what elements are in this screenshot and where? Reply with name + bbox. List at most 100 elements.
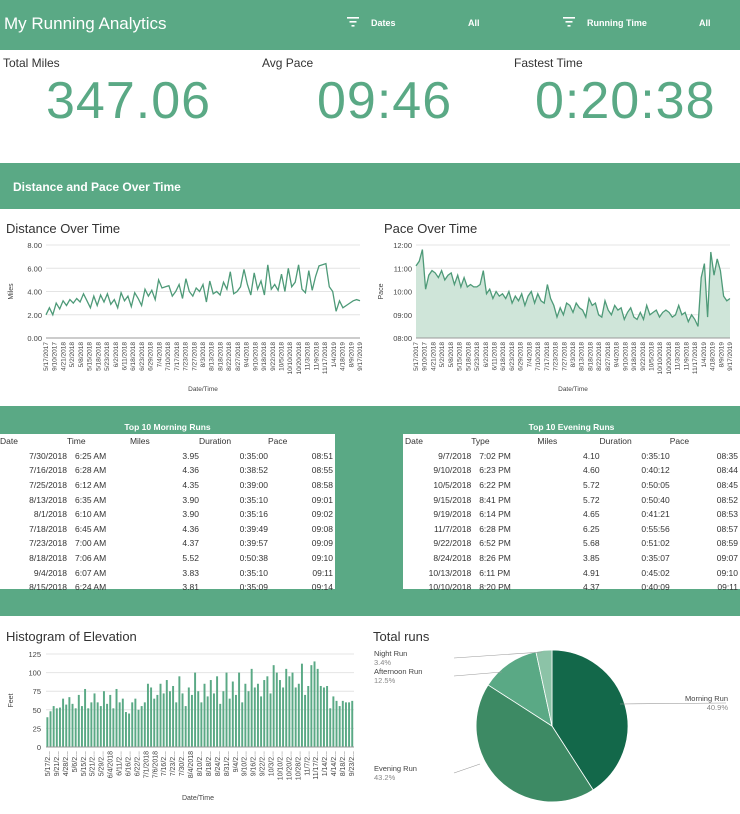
histogram-bar <box>65 704 68 747</box>
table-cell: 6:52 PM <box>479 538 511 549</box>
x-tick-label: 6/23/2018 <box>509 342 516 371</box>
table-row[interactable]: 8/1/2018 6:10 AM 3.90 0:35:16 09:02 <box>0 507 335 522</box>
x-tick-label: 9/23/2... <box>349 751 356 776</box>
table-cell: 08:55 <box>311 465 333 476</box>
histogram-bar <box>244 683 247 747</box>
x-tick-label: 8/3/2018 <box>570 342 577 368</box>
x-tick-label: 9/10/2018 <box>622 342 629 371</box>
x-tick-label: 5/18/2018 <box>95 342 102 371</box>
x-tick-label: 6/2/2018 <box>483 342 490 368</box>
table-cell: 6:11 PM <box>479 567 511 578</box>
histogram-bar <box>247 691 250 747</box>
pie-label: Night Run <box>374 649 407 658</box>
y-tick-label: 10:00 <box>393 288 412 297</box>
histogram-bar <box>219 703 222 747</box>
table-cell: 8/24/2018 <box>433 553 472 564</box>
x-tick-label: 5/2/2018 <box>69 342 76 368</box>
table-cell: 8/1/2018 <box>33 509 67 520</box>
table-row[interactable]: 8/24/2018 8:26 PM 3.85 0:35:07 09:07 <box>403 551 740 566</box>
histogram-bar <box>80 706 83 747</box>
table-cell: 09:10 <box>716 567 738 578</box>
histogram-bar <box>231 681 234 747</box>
histogram-bar <box>137 709 140 747</box>
histogram-bar <box>187 687 190 747</box>
x-tick-label: 10/20/2... <box>286 751 293 780</box>
table-row[interactable]: 10/5/2018 6:22 PM 5.72 0:50:05 08:45 <box>403 478 740 493</box>
x-tick-label: 7/10/2018 <box>535 342 542 371</box>
x-tick-label: 6/11/2018 <box>492 342 499 371</box>
column-header[interactable]: Pace <box>267 436 288 447</box>
column-header[interactable]: Date <box>405 436 423 447</box>
x-tick-label: 8/18/2... <box>206 751 213 776</box>
table-row[interactable]: 7/30/2018 6:25 AM 3.95 0:35:00 08:51 <box>0 449 335 464</box>
table-row[interactable]: 8/15/2018 6:24 AM 3.81 0:35:09 09:14 <box>0 580 335 595</box>
kpi-total-miles-label: Total Miles <box>3 56 60 70</box>
histogram-bar <box>212 693 215 747</box>
x-tick-label: 6/23/2018 <box>139 342 146 371</box>
table-row[interactable]: 9/7/2018 7:02 PM 4.10 0:35:10 08:35 <box>403 449 740 464</box>
histogram-bar <box>74 708 77 747</box>
column-header[interactable]: Type <box>471 436 490 447</box>
table-row[interactable]: 9/19/2018 6:14 PM 4.65 0:41:21 08:53 <box>403 507 740 522</box>
pie-percent-label: 43.2% <box>374 773 396 782</box>
column-header[interactable]: Date <box>0 436 18 447</box>
table-cell: 0:50:05 <box>641 480 670 491</box>
y-tick-label: 12:00 <box>393 241 412 250</box>
running-time-filter-value: All <box>699 18 711 28</box>
column-header[interactable]: Miles <box>129 436 150 447</box>
table-row[interactable]: 8/13/2018 6:35 AM 3.90 0:35:10 09:01 <box>0 492 335 507</box>
table-cell: 0:40:09 <box>641 582 670 593</box>
x-tick-label: 7/27/2018 <box>191 342 198 371</box>
pie-leader-line <box>453 651 543 659</box>
table-row[interactable]: 9/22/2018 6:52 PM 5.68 0:51:02 08:59 <box>403 536 740 551</box>
table-row[interactable]: 11/7/2018 6:28 PM 6.25 0:55:56 08:57 <box>403 522 740 537</box>
histogram-bar <box>200 702 203 747</box>
table-cell: 0:35:16 <box>239 509 268 520</box>
x-tick-label: 7/17/2018 <box>174 342 181 371</box>
histogram-bar <box>341 700 344 747</box>
x-tick-label: 9/22/2018 <box>640 342 647 371</box>
table-row[interactable]: 10/10/2018 8:20 PM 4.37 0:40:09 09:11 <box>403 580 740 595</box>
column-header[interactable]: Pace <box>669 436 690 447</box>
x-tick-label: 7/10/2018 <box>165 342 172 371</box>
running-time-filter[interactable]: Running Time All <box>563 16 713 32</box>
x-tick-label: 7/30/2... <box>179 751 186 776</box>
table-cell: 3.81 <box>182 582 199 593</box>
histogram-bar <box>228 698 231 747</box>
x-tick-label: 4/28/2... <box>63 751 70 776</box>
table-row[interactable]: 7/18/2018 6:45 AM 4.36 0:39:49 09:08 <box>0 522 335 537</box>
table-row[interactable]: 9/15/2018 8:41 PM 5.72 0:50:40 08:52 <box>403 492 740 507</box>
column-header[interactable]: Duration <box>198 436 232 447</box>
x-tick-label: 11/17/2018 <box>692 342 699 374</box>
kpi-fastest-time-value: 0:20:38 <box>535 72 716 130</box>
table-row[interactable]: 9/10/2018 6:23 PM 4.60 0:40:12 08:44 <box>403 463 740 478</box>
x-tick-label: 9/22/2... <box>260 751 267 776</box>
table-row[interactable]: 10/13/2018 6:11 PM 4.91 0:45:02 09:10 <box>403 565 740 580</box>
table-row[interactable]: 7/25/2018 6:12 AM 4.35 0:39:00 08:58 <box>0 478 335 493</box>
histogram-bar <box>297 683 300 747</box>
dates-filter[interactable]: Dates All <box>347 16 487 32</box>
table-cell: 6:10 AM <box>75 509 107 520</box>
table-cell: 10/5/2018 <box>433 480 472 491</box>
column-header[interactable]: Time <box>67 436 86 447</box>
table-row[interactable]: 7/16/2018 6:28 AM 4.36 0:38:52 08:55 <box>0 463 335 478</box>
x-tick-label: 5/15/2... <box>81 751 88 776</box>
dates-filter-value: All <box>468 18 480 28</box>
table-cell: 0:41:21 <box>641 509 670 520</box>
histogram-bar <box>238 672 241 747</box>
table-row[interactable]: 9/4/2018 6:07 AM 3.83 0:35:10 09:11 <box>0 565 335 580</box>
histogram-bar <box>172 685 175 747</box>
table-cell: 08:57 <box>716 523 738 534</box>
table-cell: 3.90 <box>182 494 199 505</box>
table-cell: 4.37 <box>583 582 600 593</box>
column-header[interactable]: Miles <box>537 436 558 447</box>
table-cell: 4.36 <box>182 523 199 534</box>
column-header[interactable]: Duration <box>599 436 632 447</box>
x-tick-label: 9/22/2018 <box>270 342 277 371</box>
histogram-bar <box>52 706 55 747</box>
x-tick-label: 9/10/2017 <box>52 342 59 371</box>
table-row[interactable]: 8/18/2018 7:06 AM 5.52 0:50:38 09:10 <box>0 551 335 566</box>
distance-line <box>45 262 361 317</box>
table-row[interactable]: 7/23/2018 7:00 AM 4.37 0:39:57 09:09 <box>0 536 335 551</box>
